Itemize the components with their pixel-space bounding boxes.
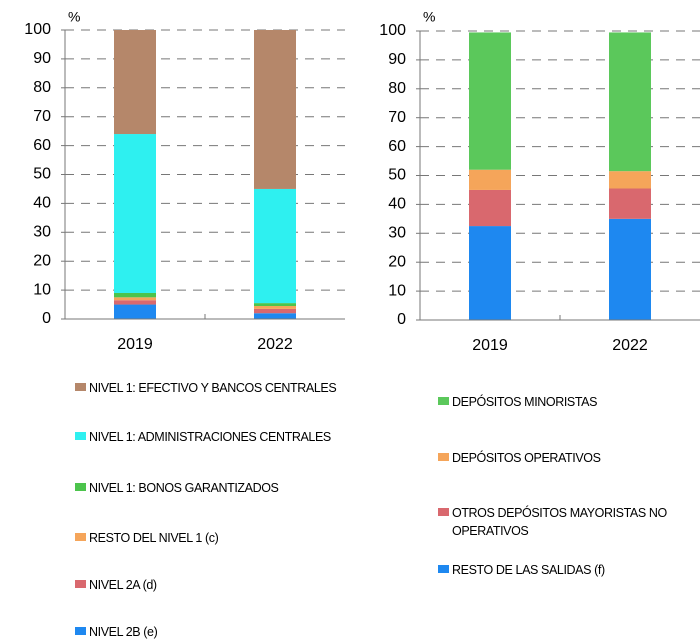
legend-swatch: [438, 565, 449, 573]
bar-segment: [254, 305, 296, 309]
y-tick-label: 80: [33, 79, 51, 96]
y-tick-label: 60: [33, 137, 51, 154]
y-tick-label: 0: [397, 311, 406, 328]
legend-label: NIVEL 1: BONOS GARANTIZADOS: [89, 481, 279, 495]
legend-label: NIVEL 2B (e): [89, 625, 158, 639]
bar-segment: [469, 189, 511, 227]
unit-label: %: [423, 9, 435, 25]
y-tick-label: 60: [388, 138, 406, 155]
y-tick-label: 20: [33, 252, 51, 269]
bar-segment: [254, 313, 296, 319]
legend-item: NIVEL 2B (e): [75, 623, 349, 641]
legend-item: NIVEL 1: ADMINISTRACIONES CENTRALES: [75, 428, 349, 446]
legend-item: RESTO DEL NIVEL 1 (c): [75, 529, 349, 547]
bar-segment: [114, 297, 156, 301]
legend-label: NIVEL 2A (d): [89, 578, 157, 592]
y-tick-label: 50: [33, 166, 51, 183]
bar-segment: [609, 188, 651, 219]
bar-segment: [254, 303, 296, 306]
x-tick-label: 2022: [257, 336, 293, 353]
y-tick-label: 10: [388, 282, 406, 299]
legend-item: NIVEL 2A (d): [75, 576, 349, 594]
legend-item: NIVEL 1: BONOS GARANTIZADOS: [75, 479, 349, 497]
y-tick-label: 40: [388, 196, 406, 213]
y-tick-label: 80: [388, 80, 406, 97]
legend-swatch: [438, 453, 449, 461]
x-tick-label: 2019: [117, 336, 153, 353]
unit-label: %: [68, 9, 80, 25]
legend-label: RESTO DEL NIVEL 1 (c): [89, 531, 219, 545]
y-tick-label: 90: [33, 50, 51, 67]
legend-swatch: [75, 627, 86, 635]
bar-segment: [114, 304, 156, 319]
legend-swatch: [75, 383, 86, 391]
legend-item: DEPÓSITOS MINORISTAS: [438, 393, 700, 411]
y-tick-label: 70: [388, 109, 406, 126]
y-tick-label: 30: [33, 224, 51, 241]
legend-label: NIVEL 1: ADMINISTRACIONES CENTRALES: [89, 430, 331, 444]
y-tick-label: 20: [388, 253, 406, 270]
legend-label: DEPÓSITOS OPERATIVOS: [452, 451, 601, 465]
bar-segment: [254, 188, 296, 304]
bar-segment: [469, 169, 511, 190]
y-tick-label: 50: [388, 167, 406, 184]
legend-swatch: [75, 483, 86, 491]
legend-swatch: [438, 508, 449, 516]
bar-segment: [114, 134, 156, 293]
legend-item: NIVEL 1: EFECTIVO Y BANCOS CENTRALES: [75, 379, 349, 397]
legend-item: DEPÓSITOS OPERATIVOS: [438, 449, 700, 467]
y-tick-label: 70: [33, 108, 51, 125]
bar-segment: [609, 32, 651, 172]
bar-segment: [254, 308, 296, 314]
legend-item: RESTO DE LAS SALIDAS (f): [438, 561, 700, 579]
legend-label: OTROS DEPÓSITOS MAYORISTAS NO OPERATIVOS: [452, 506, 667, 538]
y-tick-label: 90: [388, 51, 406, 68]
bar-segment: [609, 171, 651, 189]
y-tick-label: 0: [42, 310, 51, 327]
bar-segment: [114, 300, 156, 305]
bar-segment: [114, 292, 156, 298]
y-tick-label: 30: [388, 225, 406, 242]
bar-segment: [469, 226, 511, 320]
bar-segment: [609, 218, 651, 320]
legend-swatch: [438, 397, 449, 405]
legend-label: NIVEL 1: EFECTIVO Y BANCOS CENTRALES: [89, 381, 337, 395]
y-tick-label: 10: [33, 281, 51, 298]
legend-label: DEPÓSITOS MINORISTAS: [452, 395, 598, 409]
x-tick-label: 2022: [612, 337, 648, 354]
bar-segment: [254, 30, 296, 189]
legend-label: RESTO DE LAS SALIDAS (f): [452, 563, 605, 577]
y-tick-label: 100: [379, 22, 406, 39]
bar-segment: [469, 32, 511, 170]
legend-swatch: [75, 432, 86, 440]
legend-item: OTROS DEPÓSITOS MAYORISTAS NO OPERATIVOS: [438, 504, 700, 540]
y-tick-label: 40: [33, 195, 51, 212]
bar-segment: [114, 30, 156, 135]
x-tick-label: 2019: [472, 337, 508, 354]
y-tick-label: 100: [24, 21, 51, 38]
legend-swatch: [75, 533, 86, 541]
legend-swatch: [75, 580, 86, 588]
